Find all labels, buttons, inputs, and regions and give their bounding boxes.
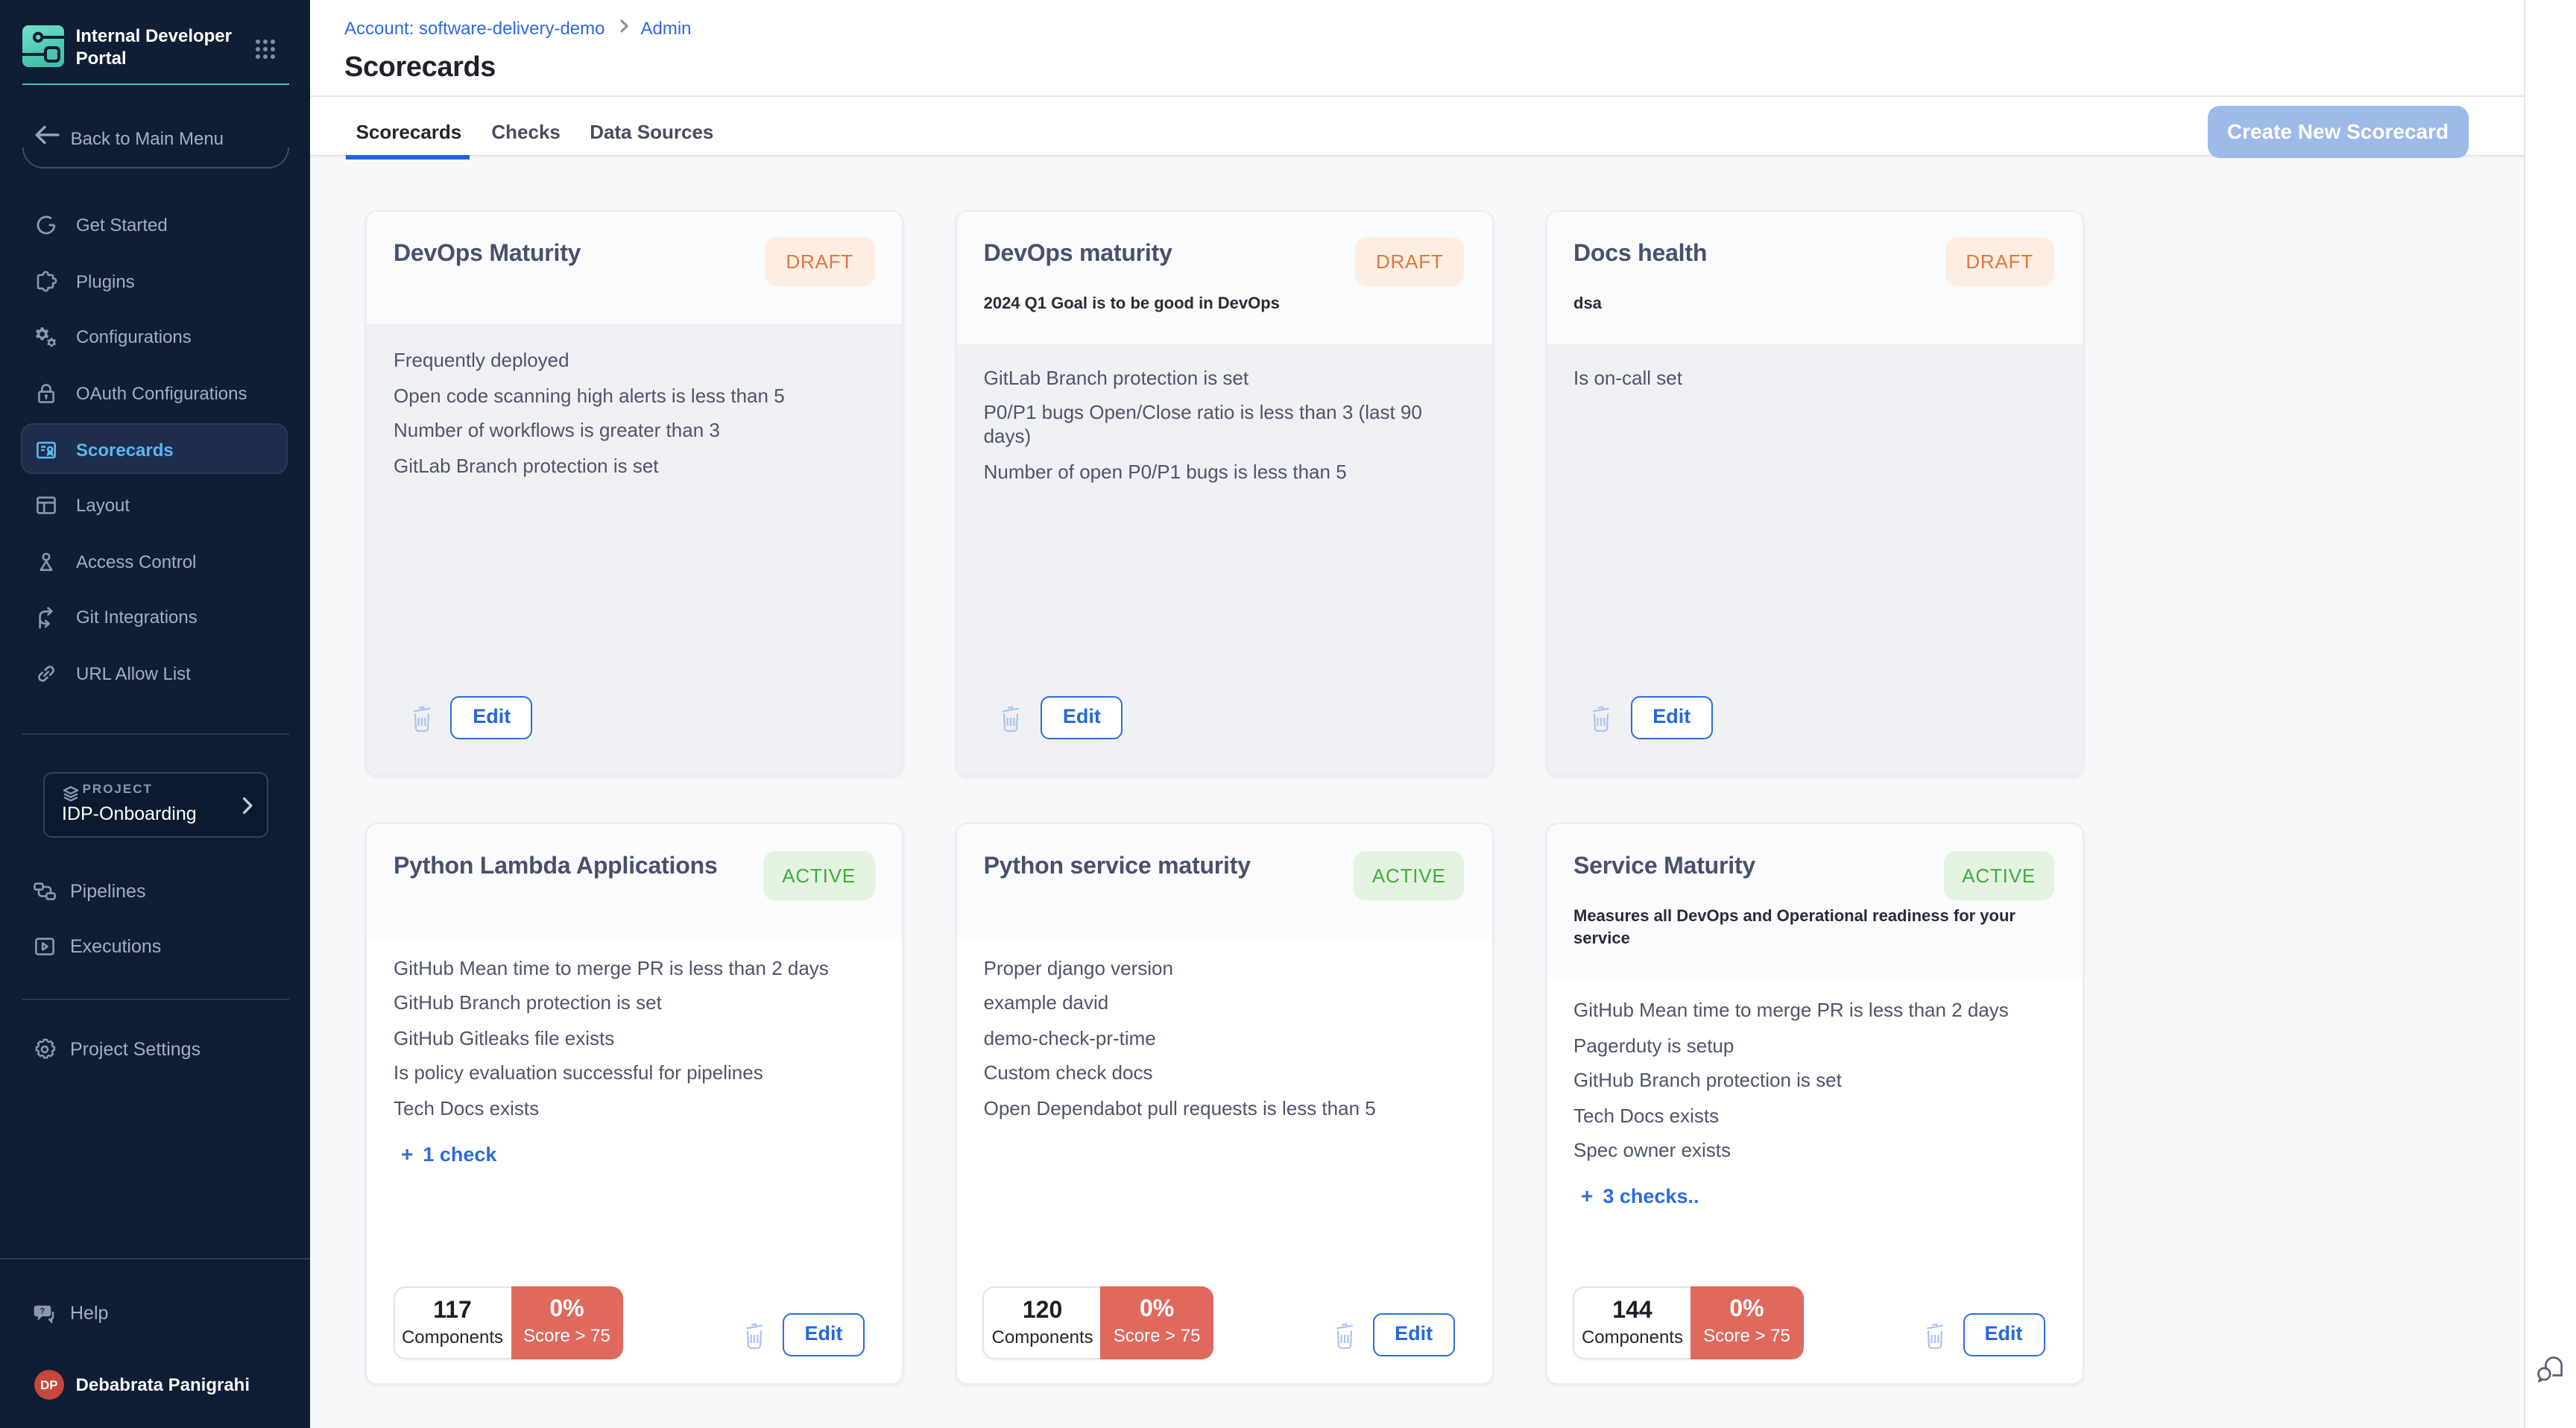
svg-text:?: ? xyxy=(40,1307,45,1315)
